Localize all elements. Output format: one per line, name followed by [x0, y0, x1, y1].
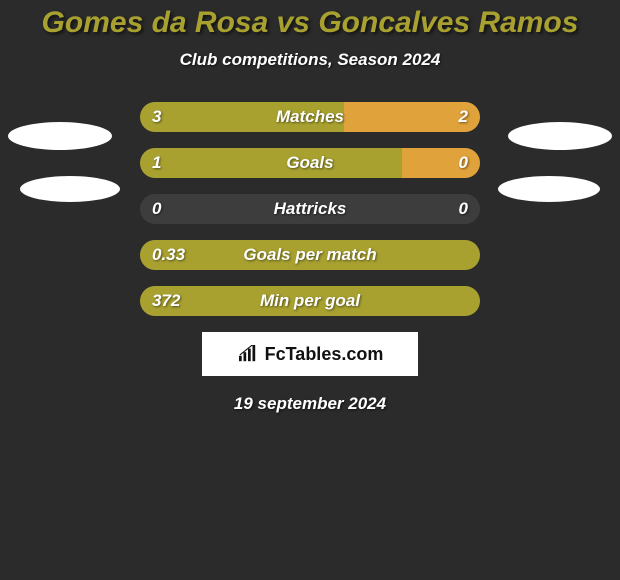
page-title: Gomes da Rosa vs Goncalves Ramos [0, 0, 620, 40]
stat-row: Goals per match0.33 [0, 240, 620, 270]
stat-bar-track [140, 240, 480, 270]
stat-bar-left [140, 102, 344, 132]
stat-bar-right [402, 148, 480, 178]
logo-box: FcTables.com [202, 332, 418, 376]
stat-row: Goals10 [0, 148, 620, 178]
stat-row: Min per goal372 [0, 286, 620, 316]
stat-bar-left [140, 240, 480, 270]
stat-bar-track [140, 102, 480, 132]
stat-row: Matches32 [0, 102, 620, 132]
chart-icon [237, 345, 259, 363]
stat-bar-track [140, 194, 480, 224]
stat-bar-track [140, 286, 480, 316]
stat-row: Hattricks00 [0, 194, 620, 224]
stat-bar-left [140, 148, 402, 178]
subtitle: Club competitions, Season 2024 [0, 50, 620, 70]
stat-bar-right [344, 102, 480, 132]
date-line: 19 september 2024 [0, 394, 620, 414]
logo-text: FcTables.com [265, 344, 384, 365]
stat-bar-track [140, 148, 480, 178]
stat-bar-left [140, 286, 480, 316]
